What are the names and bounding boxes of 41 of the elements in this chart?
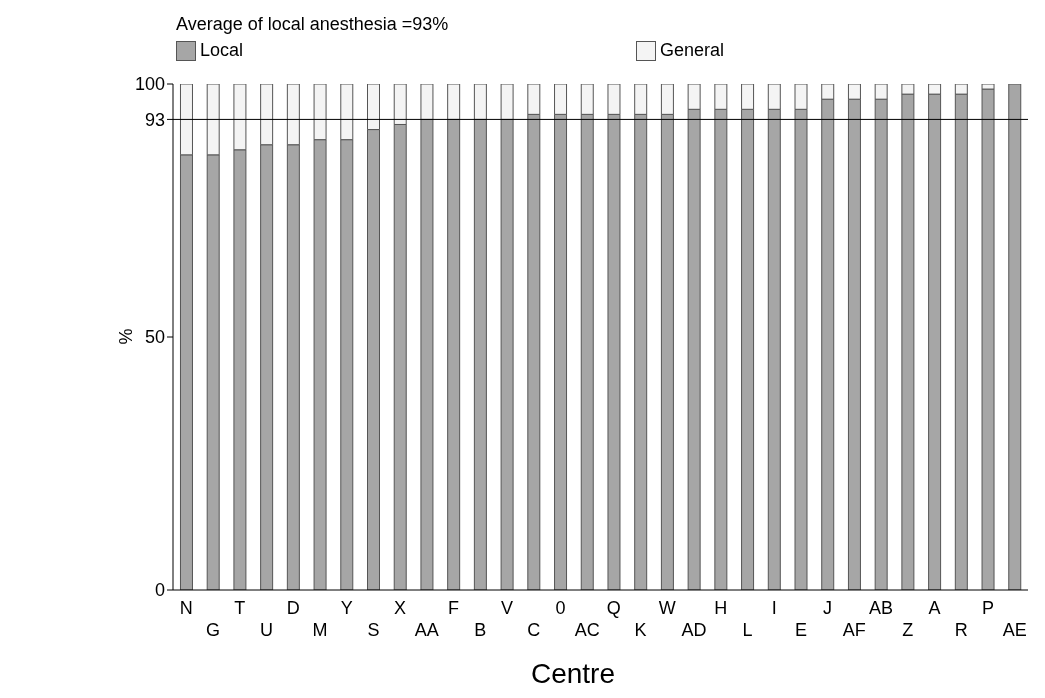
x-tick-label: W <box>658 598 676 618</box>
x-tick-label: V <box>500 598 513 618</box>
legend-label: General <box>659 40 725 61</box>
x-tick-label: S <box>367 620 380 640</box>
x-tick-label: X <box>394 598 407 618</box>
x-tick-label: K <box>634 620 647 640</box>
x-tick-label: R <box>954 620 968 640</box>
x-tick-label: L <box>742 620 753 640</box>
x-tick-label: AA <box>414 620 439 640</box>
x-tick-label: AC <box>574 620 600 640</box>
x-tick-label: A <box>928 598 941 618</box>
x-tick-label: AE <box>1002 620 1027 640</box>
x-tick-label: B <box>474 620 487 640</box>
y-tick-label: 50 <box>144 327 165 348</box>
x-tick-label: M <box>312 620 328 640</box>
y-tick-label: 93 <box>144 109 165 130</box>
x-tick-label: J <box>823 598 833 618</box>
chart-title: Average of local anesthesia =93% <box>176 14 449 35</box>
x-tick-label: 0 <box>555 598 566 618</box>
x-tick-label: Q <box>606 598 621 618</box>
x-tick-label: G <box>206 620 221 640</box>
x-tick-label: T <box>234 598 246 618</box>
x-tick-label: AF <box>842 620 866 640</box>
x-tick-label: I <box>771 598 777 618</box>
y-tick-label: 100 <box>134 74 165 95</box>
x-tick-label: Z <box>902 620 914 640</box>
x-tick-label: F <box>448 598 460 618</box>
x-tick-label: U <box>260 620 274 640</box>
x-tick-label: N <box>179 598 193 618</box>
y-tick-label: 0 <box>154 580 165 601</box>
x-tick-label: C <box>527 620 541 640</box>
x-tick-label: E <box>794 620 807 640</box>
x-tick-label: D <box>286 598 300 618</box>
x-tick-label: AB <box>869 598 894 618</box>
x-tick-label: H <box>714 598 728 618</box>
x-tick-label: P <box>981 598 994 618</box>
legend-label: Local <box>199 40 244 61</box>
x-tick-label: AD <box>681 620 707 640</box>
x-axis-title: Centre <box>529 658 616 690</box>
x-tick-label: Y <box>340 598 353 618</box>
y-axis-title: % <box>115 328 137 345</box>
